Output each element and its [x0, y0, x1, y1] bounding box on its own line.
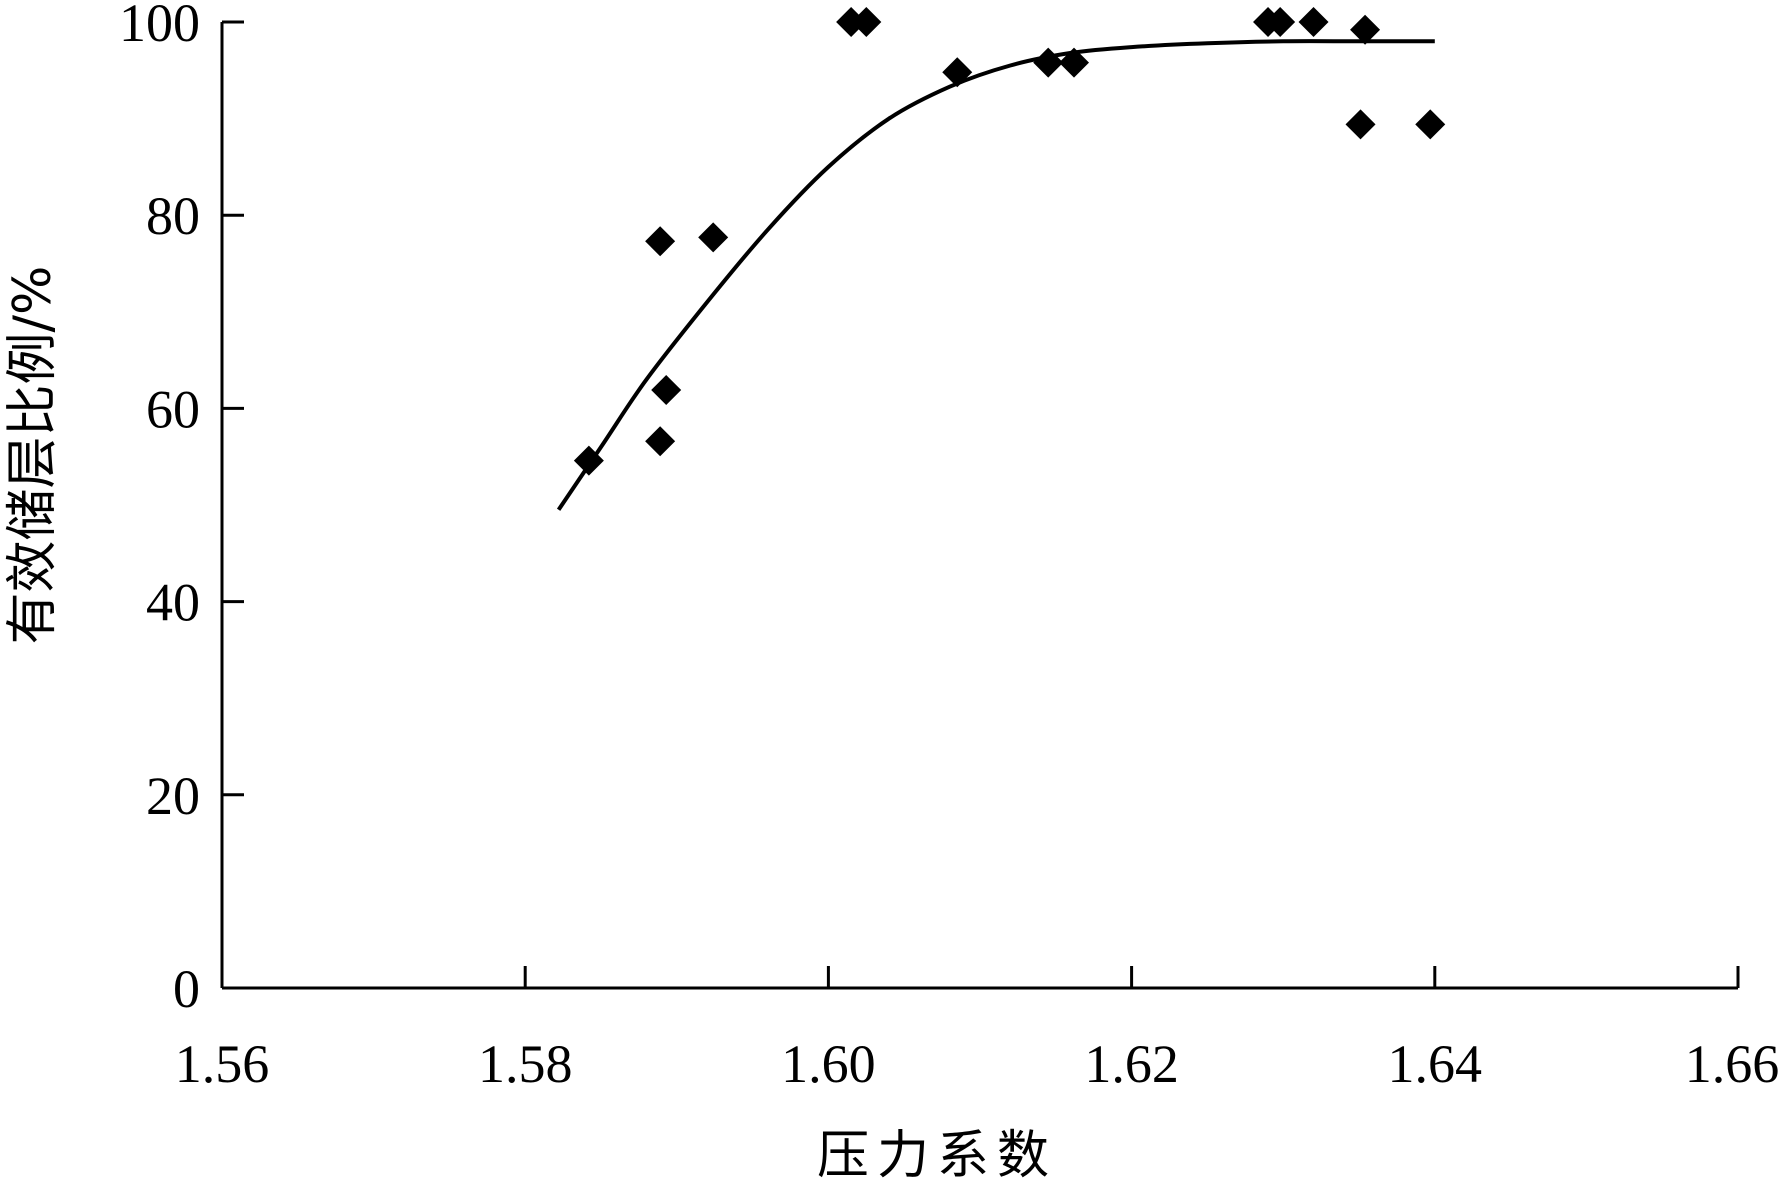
fit-curve-group: [556, 39, 1435, 511]
data-points: [573, 7, 1446, 476]
data-point-diamond: [1058, 47, 1089, 78]
data-point-diamond: [942, 57, 973, 88]
x-ticks: 1.56 1.58 1.60 1.62 1.64 1.66: [175, 966, 1780, 1094]
x-tick-label: 1.56: [175, 1034, 270, 1094]
data-point-diamond: [836, 7, 867, 37]
y-tick-label: 80: [146, 186, 200, 246]
data-point-diamond: [1350, 14, 1381, 45]
data-point-diamond: [573, 445, 604, 476]
x-tick-label: 1.62: [1084, 1034, 1179, 1094]
x-tick-label: 1.58: [478, 1034, 573, 1094]
data-point-diamond: [1265, 7, 1296, 37]
data-point-diamond: [1415, 109, 1446, 140]
y-ticks: 0 20 40 60 80 100: [119, 0, 244, 1019]
y-tick-label: 40: [146, 573, 200, 633]
fit-curve: [556, 39, 1435, 511]
axes: [220, 22, 1738, 990]
x-tick-label: 1.64: [1388, 1034, 1483, 1094]
y-axis-title: 有效储层比例/%: [3, 266, 63, 645]
data-point-diamond: [1033, 47, 1064, 78]
data-point-diamond: [645, 226, 676, 257]
data-point-diamond: [1298, 7, 1329, 37]
y-tick-label: 0: [173, 959, 200, 1019]
data-point-diamond: [851, 7, 882, 37]
data-point-diamond: [645, 426, 676, 457]
y-tick-label: 60: [146, 379, 200, 439]
data-point-diamond: [651, 375, 682, 406]
x-tick-label: 1.66: [1685, 1034, 1780, 1094]
y-tick-label: 100: [119, 0, 200, 53]
data-point-diamond: [1345, 109, 1376, 140]
y-tick-label: 20: [146, 766, 200, 826]
x-tick-label: 1.60: [781, 1034, 876, 1094]
x-axis-title: 压力系数: [817, 1126, 1057, 1186]
data-point-diamond: [698, 222, 729, 253]
